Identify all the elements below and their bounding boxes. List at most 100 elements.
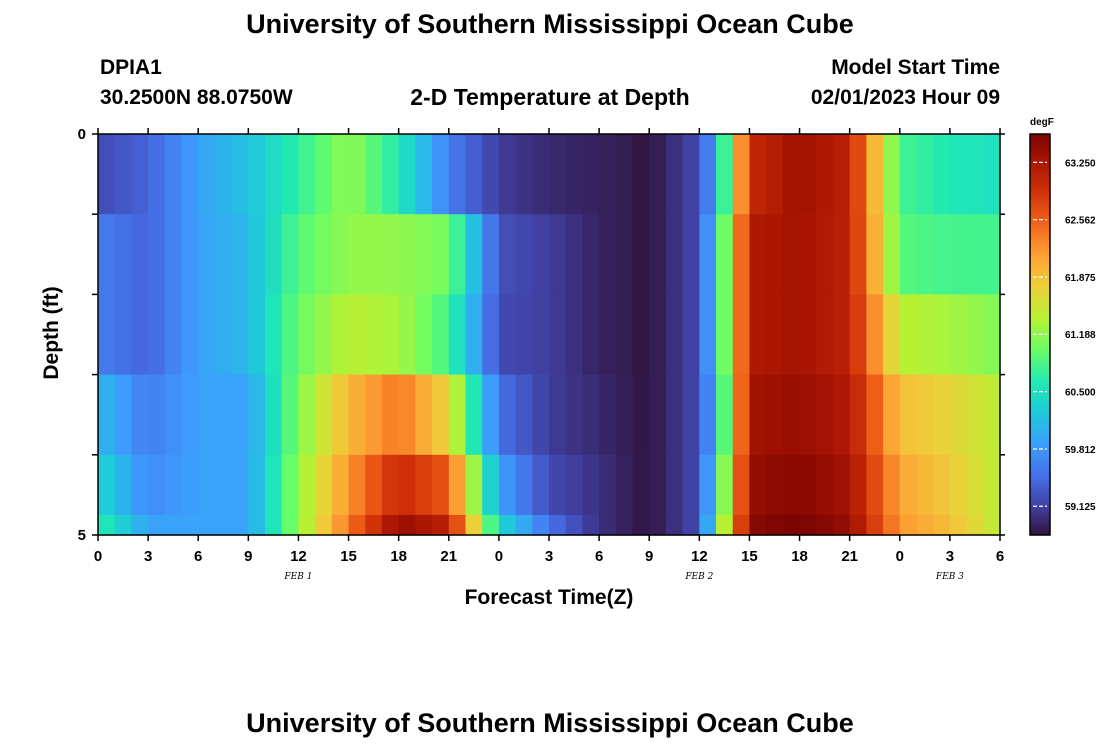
heatmap-cell [816, 294, 834, 376]
x-tick-label: 18 [791, 548, 808, 565]
heatmap-cell [949, 294, 968, 376]
heatmap-cell [699, 454, 717, 516]
heatmap-cell [181, 374, 199, 456]
heatmap-cell [398, 134, 416, 215]
heatmap-cell [131, 454, 149, 516]
heatmap-cell [482, 374, 500, 456]
heatmap-cell [164, 454, 183, 516]
heatmap-cell [983, 134, 1001, 215]
heatmap-cell [749, 514, 767, 536]
heatmap-cell [515, 514, 533, 536]
colorbar-tick-label: 63.250 [1065, 158, 1096, 169]
heatmap-cell [599, 454, 617, 516]
heatmap-cell [899, 214, 918, 295]
heatmap-cell [265, 454, 283, 516]
heatmap-cell [164, 514, 183, 536]
heatmap-cell [214, 294, 233, 376]
heatmap-cell [766, 294, 784, 376]
station-id: DPIA1 [100, 56, 162, 79]
y-axis-ticks: 05 [78, 126, 1005, 544]
heatmap-cell [849, 294, 867, 376]
heatmap-cell [632, 294, 650, 376]
heatmap-cell [164, 374, 183, 456]
heatmap-cell [365, 294, 383, 376]
heatmap-cell [432, 454, 450, 516]
heatmap-cell [448, 134, 467, 215]
heatmap-cell [398, 514, 416, 536]
heatmap-cell [281, 514, 300, 536]
colorbar-tick-label: 59.125 [1065, 502, 1096, 513]
heatmap-cell [599, 514, 617, 536]
heatmap-cell [665, 514, 684, 536]
x-tick-label: 3 [545, 548, 553, 565]
heatmap-cell [983, 514, 1001, 536]
heatmap-cell [682, 134, 700, 215]
heatmap-cell [532, 374, 550, 456]
heatmap-cell [632, 134, 650, 215]
heatmap-cell [298, 294, 316, 376]
heatmap-cell [198, 514, 216, 536]
heatmap-cell [799, 514, 817, 536]
heatmap-cell [549, 134, 567, 215]
heatmap-cell [899, 374, 918, 456]
heatmap-cell [732, 134, 751, 215]
heatmap-cell [766, 214, 784, 295]
heatmap-cell [532, 134, 550, 215]
heatmap-cell [231, 514, 249, 536]
x-tick-label: 15 [741, 548, 758, 565]
model-start-label: Model Start Time [831, 56, 1000, 79]
x-axis-label: Forecast Time(Z) [465, 586, 634, 609]
heatmap-cell [966, 514, 984, 536]
heatmap-cell [164, 134, 183, 215]
heatmap-cell [432, 134, 450, 215]
heatmap-cell [365, 374, 383, 456]
heatmap-cell [549, 454, 567, 516]
x-tick-label: 9 [645, 548, 653, 565]
chart-subtitle: 2-D Temperature at Depth [410, 84, 690, 110]
heatmap-cell [181, 514, 199, 536]
heatmap-cell [916, 134, 934, 215]
heatmap-cell [298, 214, 316, 295]
heatmap-cell [281, 454, 300, 516]
heatmap-cell [599, 294, 617, 376]
heatmap-cell [849, 374, 867, 456]
heatmap-cell [699, 134, 717, 215]
heatmap-cell [565, 214, 583, 295]
heatmap-cell [983, 374, 1001, 456]
heatmap-cell [682, 374, 700, 456]
heatmap-cell [98, 374, 116, 456]
heatmap-cell [114, 374, 132, 456]
x-tick-label: 6 [595, 548, 603, 565]
heatmap-cell [665, 134, 684, 215]
heatmap-cell [415, 134, 433, 215]
heatmap-cell [415, 294, 433, 376]
heatmap-cell [565, 134, 583, 215]
x-tick-label: 12 [691, 548, 708, 565]
colorbar-tick-label: 61.875 [1065, 273, 1096, 284]
heatmap-cell [933, 454, 951, 516]
heatmap-cell [916, 514, 934, 536]
colorbar-tick-label: 59.812 [1065, 445, 1096, 456]
heatmap-cell [549, 374, 567, 456]
heatmap-cell [716, 514, 734, 536]
heatmap-cell [398, 454, 416, 516]
heatmap-cell [248, 294, 266, 376]
heatmap-cell [799, 454, 817, 516]
heatmap-cell [665, 454, 684, 516]
heatmap-cell [849, 514, 867, 536]
heatmap-cell [832, 454, 851, 516]
heatmap-cell [415, 374, 433, 456]
heatmap-cell [532, 514, 550, 536]
heatmap-cell [181, 134, 199, 215]
heatmap-cell [799, 134, 817, 215]
heatmap-cell [331, 374, 350, 456]
heatmap-cell [665, 214, 684, 295]
heatmap-cell [148, 514, 166, 536]
heatmap-cell [899, 134, 918, 215]
heatmap-cell [432, 514, 450, 536]
heatmap-cell [281, 374, 300, 456]
heatmap-cell [448, 294, 467, 376]
heatmap-cell [582, 514, 600, 536]
heatmap-cell [649, 214, 667, 295]
heatmap-cell [265, 294, 283, 376]
